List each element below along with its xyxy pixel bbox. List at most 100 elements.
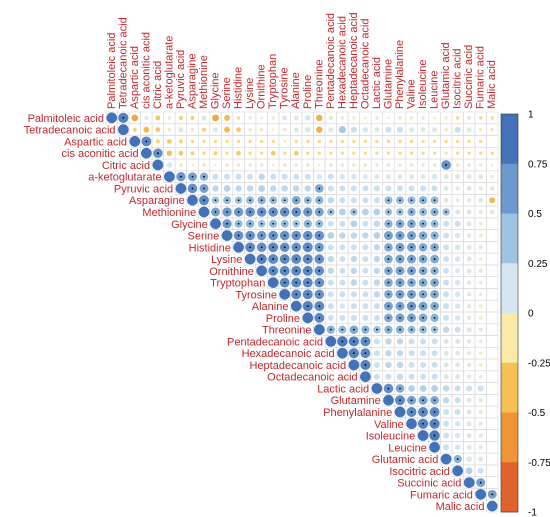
correlation-circle [486, 500, 498, 512]
matrix-grid [105, 111, 499, 513]
correlation-circle [455, 374, 461, 380]
significance-dot [318, 211, 321, 213]
significance-dot [364, 352, 367, 355]
significance-dot [272, 246, 275, 249]
correlation-circle [225, 139, 229, 144]
correlation-circle [397, 185, 403, 192]
significance-dot [295, 199, 298, 202]
significance-dot [156, 152, 159, 155]
column-label: Hexadecanoic acid [336, 16, 348, 109]
grid-cell [486, 288, 499, 301]
significance-dot [283, 269, 286, 272]
correlation-circle [429, 441, 440, 453]
correlation-circle [201, 115, 207, 121]
correlation-circle [316, 114, 323, 122]
correlation-circle [442, 326, 450, 333]
correlation-circle [352, 163, 356, 167]
correlation-circle [152, 159, 164, 171]
colorbar-band [501, 114, 518, 165]
correlation-circle [178, 139, 184, 144]
row-label: Alanine [252, 301, 289, 313]
significance-dot [422, 293, 424, 296]
correlation-circle [443, 314, 450, 321]
correlation-circle [235, 185, 242, 192]
significance-dot [399, 269, 401, 272]
significance-dot [410, 211, 413, 213]
correlation-circle [385, 338, 392, 345]
significance-dot [214, 199, 217, 202]
correlation-circle [466, 433, 472, 438]
correlation-circle [190, 139, 195, 144]
significance-dot [410, 199, 413, 202]
correlation-circle [443, 267, 450, 274]
grid-cell [486, 217, 499, 230]
correlation-circle [294, 139, 298, 144]
column-label: Histidine [233, 67, 245, 109]
colorbar-band [501, 313, 518, 364]
correlation-circle [362, 197, 369, 204]
correlation-circle [431, 350, 438, 357]
correlation-circle [443, 350, 449, 356]
column-label: Fumaric acid [475, 46, 487, 109]
significance-dot [329, 328, 332, 331]
correlation-circle [329, 151, 333, 155]
correlation-circle [479, 339, 483, 344]
grid-cell [486, 370, 499, 383]
significance-dot [295, 269, 298, 272]
column-label: Glutamic acid [440, 42, 452, 109]
correlation-circle [443, 232, 450, 239]
significance-dot [318, 293, 321, 296]
significance-dot [433, 411, 436, 413]
column-label: Alanine [290, 72, 302, 109]
correlation-circle [281, 185, 288, 192]
correlation-circle [465, 467, 473, 475]
correlation-circle [409, 139, 414, 144]
correlation-circle [421, 163, 425, 167]
significance-dot [249, 246, 252, 249]
correlation-circle [224, 126, 230, 133]
significance-dot [422, 211, 424, 213]
correlation-circle [258, 185, 266, 192]
row-label: Heptadecanoic acid [249, 360, 346, 372]
correlation-circle [398, 151, 402, 155]
correlation-circle [327, 220, 334, 227]
colorbar-band [501, 213, 518, 264]
significance-dot [422, 399, 424, 402]
correlation-circle [144, 115, 149, 120]
correlation-circle [362, 314, 369, 321]
correlation-circle [373, 255, 381, 263]
significance-dot [445, 211, 448, 213]
correlation-circle [338, 208, 346, 216]
significance-dot [283, 234, 286, 237]
grid-cell [486, 335, 499, 348]
colorbar-band [501, 362, 518, 413]
correlation-circle [236, 139, 241, 144]
correlation-circle [329, 163, 333, 167]
row-label: Asparagine [129, 195, 185, 207]
correlation-circle [223, 185, 231, 192]
correlation-circle [454, 303, 461, 309]
correlation-circle [467, 151, 471, 155]
correlation-circle [475, 488, 487, 500]
row-label: Valine [374, 419, 404, 431]
row-label: Hexadecanoic acid [242, 348, 335, 360]
correlation-circle [293, 173, 300, 180]
significance-dot [410, 316, 413, 319]
correlation-circle [444, 116, 448, 120]
correlation-circle [467, 362, 472, 368]
correlation-circle [339, 244, 346, 251]
significance-dot [376, 328, 378, 331]
correlation-circle [259, 127, 264, 132]
correlation-circle [267, 277, 279, 288]
correlation-circle [467, 304, 472, 309]
correlation-circle [362, 303, 369, 310]
significance-dot [306, 281, 309, 284]
correlation-circle [443, 362, 449, 368]
significance-dot [249, 211, 252, 213]
correlation-circle [432, 139, 437, 144]
correlation-circle [362, 256, 369, 262]
significance-dot [260, 258, 263, 260]
correlation-circle [224, 114, 230, 121]
correlation-circle [190, 127, 195, 132]
correlation-circle [375, 116, 379, 120]
